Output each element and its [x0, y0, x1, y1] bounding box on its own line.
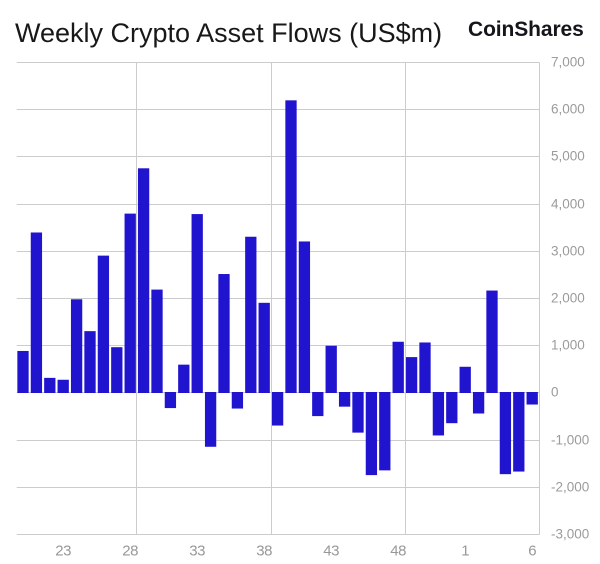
- svg-text:6,000: 6,000: [551, 101, 585, 116]
- svg-text:-1,000: -1,000: [551, 432, 589, 447]
- svg-text:33: 33: [189, 543, 205, 560]
- svg-text:0: 0: [551, 384, 559, 399]
- svg-text:48: 48: [390, 543, 406, 560]
- svg-text:38: 38: [256, 543, 272, 560]
- svg-text:3,000: 3,000: [551, 243, 585, 258]
- svg-text:5,000: 5,000: [551, 148, 585, 163]
- svg-text:1: 1: [461, 543, 469, 560]
- svg-text:4,000: 4,000: [551, 196, 585, 211]
- svg-text:1,000: 1,000: [551, 337, 585, 352]
- svg-text:7,000: 7,000: [551, 54, 585, 69]
- svg-text:2,000: 2,000: [551, 290, 585, 305]
- svg-text:43: 43: [323, 543, 339, 560]
- svg-text:6: 6: [528, 543, 536, 560]
- svg-text:23: 23: [55, 543, 71, 560]
- svg-text:-2,000: -2,000: [551, 479, 589, 494]
- svg-text:28: 28: [122, 543, 138, 560]
- svg-text:-3,000: -3,000: [551, 526, 589, 541]
